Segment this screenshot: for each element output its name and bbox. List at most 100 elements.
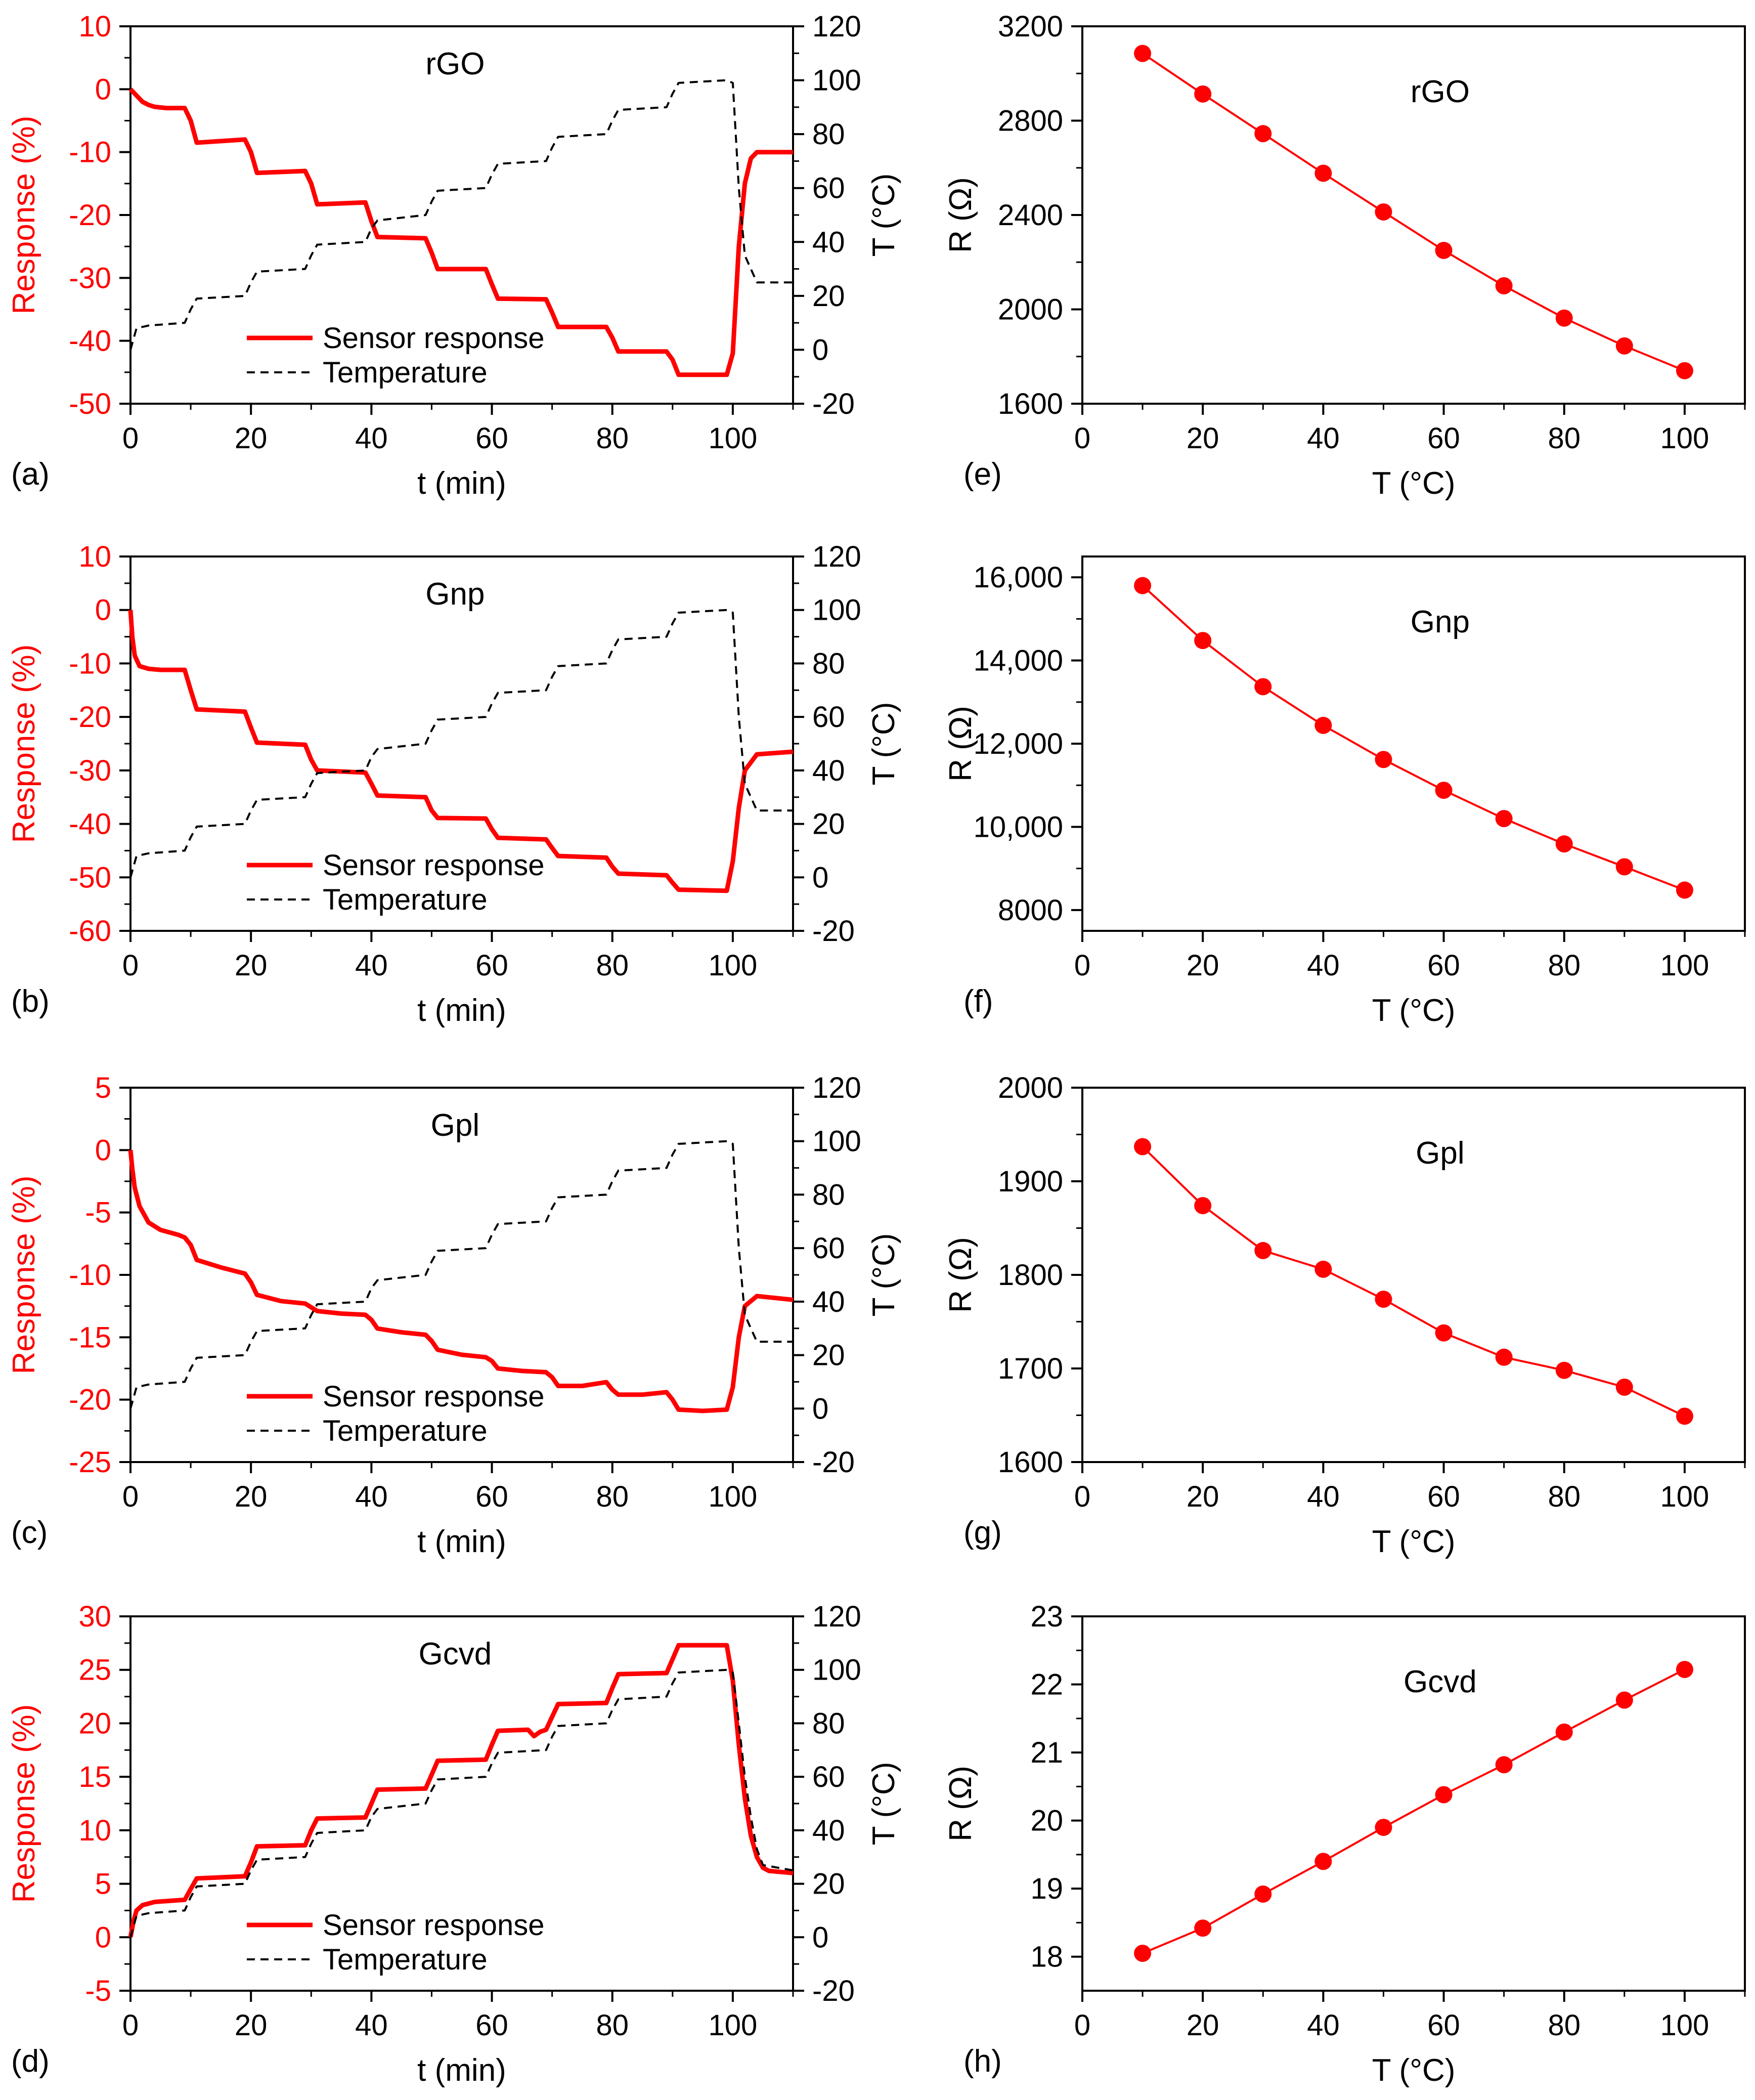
y-tick-label: 20 [78, 1707, 111, 1740]
data-point [1435, 1786, 1453, 1804]
chart-title: Gcvd [1403, 1664, 1477, 1699]
data-point [1254, 125, 1272, 143]
x-tick-label: 0 [1074, 949, 1090, 982]
y2-axis-label: T (°C) [866, 702, 901, 786]
y-axis-label: Response (%) [7, 1704, 41, 1903]
y-tick-label: -50 [69, 861, 111, 894]
x-tick-label: 0 [122, 422, 139, 455]
y2-tick-label: 0 [812, 1392, 828, 1425]
y-tick-label: 5 [95, 1072, 111, 1104]
chart-title: Gpl [1416, 1136, 1464, 1171]
y2-tick-label: 20 [812, 808, 845, 841]
series-line-temperature [129, 1668, 794, 1938]
chart-panel-c: 0 20 40 60 80 100 -25 -20 -15 -10 -5 0 5 Response (%)… [7, 1072, 901, 1559]
y-tick-label: 10 [78, 540, 111, 573]
chart-panel-d: 0 20 40 60 80 100 -5 0 5 10 15 20 25 30 Response (%) t … [7, 1600, 901, 2088]
x-tick-label: 80 [1548, 422, 1581, 455]
panel-label: (d) [11, 2044, 50, 2079]
x-tick-label: 100 [709, 2009, 758, 2042]
x-tick-label: 100 [709, 949, 758, 982]
x-tick-label: 40 [355, 1480, 388, 1513]
data-point [1615, 1379, 1633, 1396]
y-tick-label: -10 [69, 1259, 111, 1292]
y-tick-label: 20 [1030, 1805, 1063, 1837]
y-tick-label: -20 [69, 1384, 111, 1417]
y2-tick-label: 120 [812, 1600, 861, 1633]
data-point [1134, 45, 1152, 62]
y-tick-label: -40 [69, 325, 111, 358]
x-tick-label: 80 [1548, 949, 1581, 982]
x-tick-label: 100 [1660, 2009, 1709, 2042]
data-point [1555, 1361, 1573, 1379]
chart-title: Gpl [431, 1108, 479, 1143]
x-tick-label: 20 [1187, 422, 1219, 455]
y2-tick-label: 40 [812, 226, 845, 259]
x-tick-label: 80 [596, 949, 629, 982]
x-tick-label: 40 [1307, 1480, 1340, 1513]
legend-label-temperature: Temperature [323, 356, 488, 389]
x-tick-label: 40 [355, 422, 388, 455]
x-tick-label: 80 [596, 1480, 629, 1513]
x-tick-label: 40 [355, 2009, 388, 2042]
y2-tick-label: 80 [812, 1178, 845, 1211]
x-axis-label: T (°C) [1372, 466, 1456, 501]
series-line-sensor-response [128, 1149, 794, 1413]
y-tick-label: -5 [85, 1975, 111, 2007]
data-point [1555, 309, 1573, 327]
x-tick-label: 80 [1548, 2009, 1581, 2042]
y2-tick-label: 120 [812, 540, 861, 573]
legend-label-response: Sensor response [323, 322, 544, 355]
x-tick-label: 60 [1427, 949, 1460, 982]
y-tick-label: -10 [69, 647, 111, 680]
y2-tick-label: 20 [812, 280, 845, 313]
data-point [1676, 1407, 1693, 1425]
data-point [1435, 1324, 1453, 1342]
y-tick-label: -30 [69, 262, 111, 294]
y2-tick-label: 120 [812, 1072, 861, 1104]
data-point [1194, 1919, 1212, 1937]
data-point [1435, 782, 1453, 799]
y2-tick-label: 100 [812, 594, 861, 627]
y-tick-label: 1700 [998, 1352, 1063, 1385]
series-line-temperature [129, 79, 793, 350]
data-point [1254, 1241, 1272, 1259]
series-line-sensor-response [128, 610, 794, 893]
x-tick-label: 60 [475, 1480, 508, 1513]
y2-tick-label: 100 [812, 1125, 861, 1158]
chart-panel-a: 0 20 40 60 80 100 -50 -40 -30 -20 -10 0 10 Response (… [7, 10, 901, 501]
y2-tick-label: 80 [812, 118, 845, 151]
data-point [1194, 1197, 1212, 1215]
y-tick-label: 2000 [998, 293, 1063, 326]
y2-tick-label: 0 [812, 861, 828, 894]
y-tick-label: 23 [1030, 1600, 1063, 1633]
y2-tick-label: 60 [812, 1761, 845, 1793]
data-point [1676, 881, 1693, 899]
chart-panel-g: 0 20 40 60 80 100 1600 1700 1800 1900 2000 R (Ω) T (… [943, 1072, 1746, 1559]
y-tick-label: -50 [69, 388, 111, 420]
y-tick-label: 5 [95, 1868, 111, 1901]
x-tick-label: 20 [235, 422, 268, 455]
y-tick-label: -10 [69, 136, 111, 169]
y-tick-label: 0 [95, 594, 111, 627]
legend-label-response: Sensor response [323, 849, 544, 882]
data-point [1314, 1260, 1332, 1278]
chart-title: rGO [1411, 74, 1470, 109]
y-tick-label: 2800 [998, 105, 1063, 138]
y-axis-label: R (Ω) [943, 1766, 978, 1841]
x-tick-label: 60 [1427, 1480, 1460, 1513]
y-tick-label: 10 [78, 1814, 111, 1847]
chart-panel-e: 0 20 40 60 80 100 1600 2000 2400 2800 3200 R (Ω) T (… [943, 10, 1746, 501]
chart-panel-b: 0 20 40 60 80 100 -60 -50 -40 -30 -20 -10 0 10 Respons… [7, 540, 901, 1028]
data-point [1134, 577, 1152, 594]
data-point [1495, 277, 1513, 294]
panel-label: (f) [963, 984, 993, 1019]
y-axis-label: R (Ω) [943, 177, 978, 253]
legend-label-response: Sensor response [323, 1909, 544, 1942]
data-point [1314, 1853, 1332, 1870]
y2-tick-label: 80 [812, 1707, 845, 1740]
data-point [1615, 337, 1633, 355]
y-axis-label: Response (%) [7, 1176, 41, 1375]
x-tick-label: 40 [1307, 2009, 1340, 2042]
y-tick-label: 22 [1030, 1668, 1063, 1701]
data-point [1615, 1691, 1633, 1709]
